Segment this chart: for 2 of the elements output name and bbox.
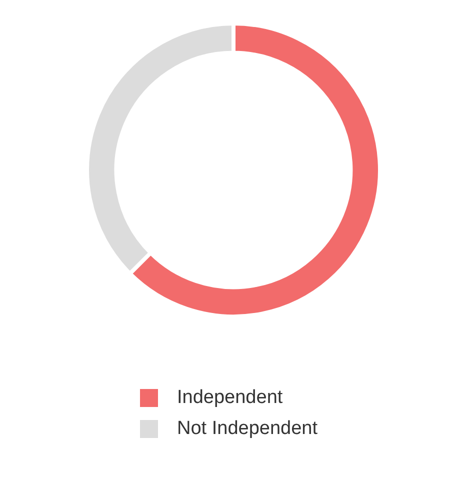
legend-label: Independent — [177, 386, 283, 408]
legend-label: Not Independent — [177, 418, 318, 440]
